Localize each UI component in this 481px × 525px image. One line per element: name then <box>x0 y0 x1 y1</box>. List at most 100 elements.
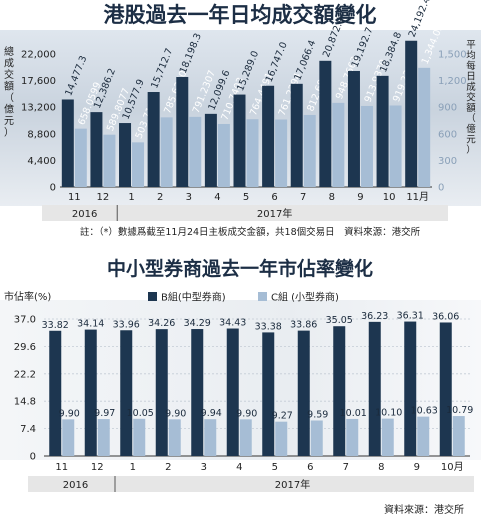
chart1-category-label: 12 <box>97 192 110 203</box>
chart1-category-label: 10 <box>383 192 396 203</box>
chart1-bar-daily <box>332 102 345 187</box>
chart2-y-tick: 22.2 <box>14 369 36 380</box>
chart2-category-label: 1 <box>130 462 136 473</box>
chart2-c-value-label: 9.90 <box>236 408 257 419</box>
chart1-bar-total <box>262 85 275 187</box>
chart2-y-tick: 14.8 <box>14 397 36 408</box>
chart2-category-label: 9 <box>414 462 420 473</box>
chart1-right-tick: 1,500 <box>438 50 467 61</box>
chart1-category-label: 1 <box>128 192 134 203</box>
chart2-b-value-label: 34.29 <box>184 318 211 329</box>
chart2-c-value-label: 9.90 <box>59 408 80 419</box>
chart1-bar-total <box>176 76 189 187</box>
chart2-bar-c-group <box>275 421 288 456</box>
chart1-title: 港股過去一年日均成交額變化 <box>104 3 377 27</box>
chart1-bar-total <box>90 112 103 187</box>
chart2-bar-b-group <box>120 330 133 456</box>
chart2-bar-b-group <box>49 330 62 456</box>
chart1-left-tick: 4,400 <box>27 156 56 167</box>
chart2-group-label: 2017年 <box>275 478 310 491</box>
chart1-plot: 總成交額（億元） 平均每日成交額（億元） 0 4,400 8,800 13,200 17,6… <box>4 0 476 221</box>
chart2-b-value-label: 36.31 <box>397 311 424 322</box>
chart2-ylabel: 市佔率(%) <box>4 290 51 303</box>
chart1-bar-total <box>147 92 160 187</box>
chart1-category-label: 4 <box>214 192 220 203</box>
chart2-b-value-label: 33.38 <box>255 321 282 332</box>
chart2-bar-c-group <box>97 419 110 456</box>
chart1-left-tick: 17,600 <box>21 76 56 87</box>
chart2-c-value-label: 9.27 <box>272 411 293 422</box>
chart2-y-tick: 37.0 <box>14 315 36 326</box>
chart2-bar-c-group <box>346 418 359 456</box>
chart2-category-label: 4 <box>236 462 242 473</box>
chart2-c-value-label: 9.90 <box>165 408 186 419</box>
chart2-title: 中小型券商過去一年市佔率變化 <box>107 257 373 280</box>
chart1-right-tick: 0 <box>438 183 444 194</box>
chart2-bar-b-group <box>191 329 204 456</box>
chart2-bar-b-group <box>155 329 168 456</box>
chart1-category-label: 3 <box>186 192 192 203</box>
chart2-category-label: 3 <box>201 462 207 473</box>
chart1-total-label: 15,289.0 <box>235 49 261 92</box>
chart2-bar-c-group <box>310 420 323 456</box>
chart1-total-label: 15,712.7 <box>149 47 175 90</box>
chart2-bar-c-group <box>452 416 465 456</box>
chart2-group-band <box>28 476 474 492</box>
chart1-bar-total <box>233 94 246 187</box>
chart1-category-label: 6 <box>271 192 277 203</box>
chart1-category-label: 9 <box>357 192 363 203</box>
chart2-category-label: 7 <box>343 462 349 473</box>
chart2-bar-b-group <box>333 326 346 456</box>
chart2-b-value-label: 34.43 <box>219 318 246 329</box>
chart2-y-tick: 7.4 <box>20 424 36 435</box>
chart1-bar-daily <box>189 116 202 187</box>
chart1-right-tick: 1,200 <box>438 76 467 87</box>
chart2-c-value-label: 9.94 <box>201 408 222 419</box>
chart2-b-value-label: 35.05 <box>326 315 353 326</box>
chart1-left-axis-label: 總成交額（億元） <box>4 45 14 139</box>
chart1-total-label: 17,066.4 <box>292 39 318 82</box>
chart1-right-axis-label: 平均每日成交額（億元） <box>466 40 476 156</box>
chart2-group-label: 2016 <box>63 480 88 491</box>
chart1-left-tick: 13,200 <box>21 103 56 114</box>
chart1-bar-total <box>347 70 360 187</box>
chart1-bar-total <box>61 99 74 187</box>
chart1-group-label: 2016 <box>72 209 97 220</box>
chart2-bar-b-group <box>84 329 97 456</box>
chart2-bar-c-group <box>417 416 430 456</box>
chart1-bar-daily <box>132 142 145 187</box>
chart2-b-value-label: 33.86 <box>290 320 317 331</box>
chart1-bar-daily <box>217 123 230 187</box>
chart1-right-tick: 600 <box>438 129 457 140</box>
chart2-legend-label: C組 (小型券商) <box>271 291 339 304</box>
chart1-bar-daily <box>103 134 116 187</box>
chart2-bar-b-group <box>439 322 452 456</box>
chart1-bar-daily <box>389 105 402 187</box>
chart1-bar-total <box>290 83 303 187</box>
chart2-b-value-label: 36.23 <box>361 311 388 322</box>
chart1-category-label: 11月 <box>406 191 429 203</box>
chart1-category-label: 8 <box>329 192 335 203</box>
chart2-bar-c-group <box>204 419 217 456</box>
chart2-bar-b-group <box>226 328 239 456</box>
chart2-category-label: 12 <box>91 462 104 473</box>
chart2-b-value-label: 34.26 <box>148 318 175 329</box>
chart1-total-label: 14,477.3 <box>63 54 89 97</box>
chart1-category-label: 5 <box>243 192 249 203</box>
chart1-bar-total <box>319 60 332 188</box>
chart1-left-tick: 0 <box>50 183 56 194</box>
chart1-bar-total <box>119 123 132 187</box>
chart1-category-label: 11 <box>68 192 81 203</box>
chart2-y-tick: 29.6 <box>14 342 36 353</box>
chart2-legend-swatch <box>148 292 157 301</box>
chart1-left-tick: 22,000 <box>21 50 56 61</box>
chart2-c-value-label: 9.97 <box>94 408 115 419</box>
chart1-bar-daily <box>275 119 288 187</box>
chart2-bar-b-group <box>262 332 275 456</box>
chart2-c-value-label: 10.63 <box>411 406 438 417</box>
chart2-c-value-label: 10.01 <box>340 408 367 419</box>
chart1-total-label: 19,192.7 <box>350 26 376 69</box>
chart1-category-label: 7 <box>300 192 306 203</box>
